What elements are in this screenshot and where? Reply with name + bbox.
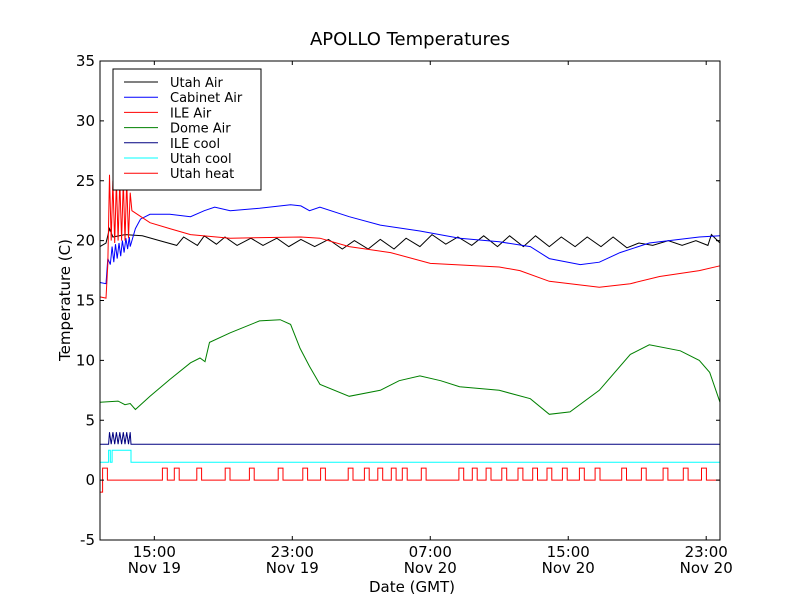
y-tick-label: 10 (76, 351, 95, 369)
legend-box (112, 68, 262, 191)
legend-label-ile-cool: ILE cool (170, 137, 220, 152)
legend-label-dome-air: Dome Air (170, 122, 231, 137)
y-tick-label: -5 (80, 531, 95, 549)
y-tick-label: 20 (76, 232, 95, 250)
series-line-utah-air (99, 226, 721, 250)
x-tick-label-date: Nov 20 (542, 559, 595, 577)
x-tick-label-date: Nov 20 (404, 559, 457, 577)
x-tick-label-time: 23:00 (685, 543, 728, 561)
x-tick-label-time: 23:00 (271, 543, 314, 561)
x-tick-label-time: 15:00 (133, 543, 176, 561)
y-tick-label: 35 (76, 52, 95, 70)
legend-label-ile-air: ILE Air (170, 106, 212, 121)
series-line-cabinet-air (99, 204, 721, 285)
y-tick-label: 15 (76, 292, 95, 310)
x-tick-label-date: Nov 19 (266, 559, 319, 577)
y-tick-label: 0 (85, 471, 95, 489)
legend-label-utah-cool: Utah cool (170, 152, 232, 167)
x-tick-label-date: Nov 19 (128, 559, 181, 577)
series-line-dome-air (99, 319, 721, 415)
x-tick-label-date: Nov 20 (680, 559, 733, 577)
y-tick-label: 30 (76, 112, 95, 130)
x-tick-label-time: 15:00 (547, 543, 590, 561)
series-layer (99, 174, 721, 493)
legend-label-utah-air: Utah Air (170, 76, 223, 91)
legend-label-utah-heat: Utah heat (170, 167, 234, 182)
x-tick-label-time: 07:00 (409, 543, 452, 561)
y-axis-label: Temperature (C) (56, 239, 74, 362)
y-tick-label: 25 (76, 172, 95, 190)
y-tick-label: 5 (85, 411, 95, 429)
chart-title: APOLLO Temperatures (310, 29, 510, 50)
series-line-ile-cool (100, 432, 720, 445)
series-line-utah-cool (100, 449, 720, 463)
series-line-ile-air (99, 174, 721, 299)
series-line-utah-heat (99, 467, 720, 493)
x-axis-label: Date (GMT) (369, 578, 455, 596)
legend-label-cabinet-air: Cabinet Air (170, 91, 243, 106)
